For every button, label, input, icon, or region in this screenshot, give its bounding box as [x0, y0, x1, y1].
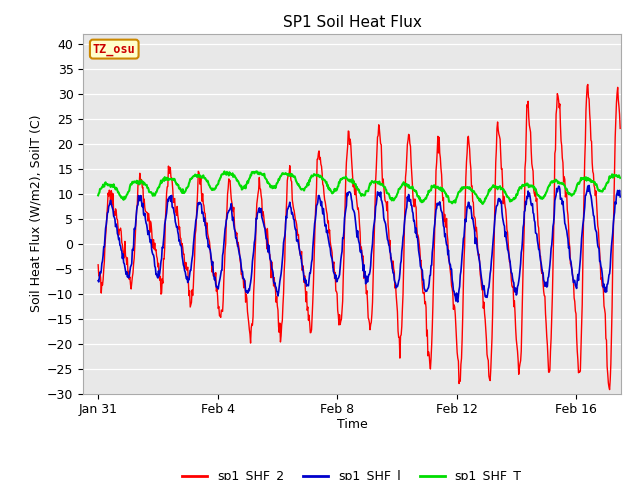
X-axis label: Time: Time [337, 418, 367, 431]
Text: TZ_osu: TZ_osu [93, 43, 136, 56]
Y-axis label: Soil Heat Flux (W/m2), SoilT (C): Soil Heat Flux (W/m2), SoilT (C) [30, 115, 43, 312]
Legend: sp1_SHF_2, sp1_SHF_l, sp1_SHF_T: sp1_SHF_2, sp1_SHF_l, sp1_SHF_T [177, 465, 527, 480]
Title: SP1 Soil Heat Flux: SP1 Soil Heat Flux [283, 15, 421, 30]
